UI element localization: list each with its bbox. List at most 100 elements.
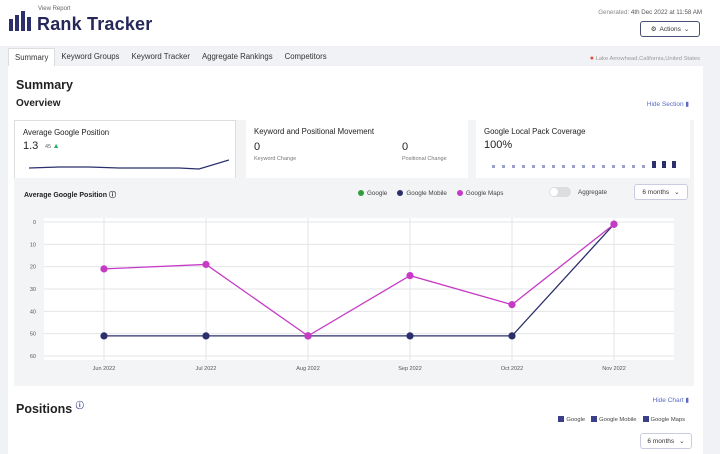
avg-position-chart-panel: Average Google Position ⓘ Google Google … (14, 178, 694, 386)
generated-value: 4th Dec 2022 at 11:58 AM (630, 9, 702, 16)
tab-keyword-groups[interactable]: Keyword Groups (61, 52, 120, 61)
x-tick-label: Aug 2022 (296, 366, 320, 372)
local-pack-card: Google Local Pack Coverage 100% (476, 120, 690, 180)
check-google-mobile[interactable]: Google Mobile (591, 416, 637, 423)
x-tick-label: Sep 2022 (398, 366, 422, 372)
tab-competitors[interactable]: Competitors (284, 52, 327, 61)
tab-aggregate-rankings[interactable]: Aggregate Rankings (201, 52, 273, 61)
check-google-mobile-label: Google Mobile (599, 417, 637, 423)
y-tick-label: 50 (30, 332, 36, 338)
actions-button[interactable]: ⚙ Actions ⌄ (640, 21, 700, 37)
avg-position-sparkline (29, 159, 229, 170)
series-line-google-maps (103, 223, 615, 337)
gear-icon: ⚙ (650, 26, 657, 33)
location-label: ● Lake Arrowhead,California,United State… (590, 55, 700, 62)
y-tick-label: 0 (33, 220, 36, 226)
page-title: Rank Tracker (37, 14, 153, 34)
data-point-google-mobile (406, 332, 414, 340)
view-report-label: View Report (38, 6, 71, 12)
bar-chart-icon: ▮ (685, 101, 689, 108)
x-tick-label: Nov 2022 (602, 366, 626, 372)
check-google-maps-label: Google Maps (650, 417, 685, 423)
tab-keyword-tracker[interactable]: Keyword Tracker (131, 52, 190, 61)
movement-title: Keyword and Positional Movement (254, 127, 375, 136)
legend-google-maps-label: Google Maps (465, 190, 504, 197)
positions-range-label: 6 months (647, 437, 675, 445)
positions-range-dropdown[interactable]: 6 months ⌄ (640, 433, 692, 449)
chart-legend: Google Google Mobile Google Maps (358, 190, 503, 197)
movement-card: Keyword and Positional Movement 0 Keywor… (246, 120, 468, 180)
data-point-google-maps (610, 220, 618, 228)
bar-chart-icon: ▮ (685, 397, 689, 404)
chart-title: Average Google Position ⓘ (24, 190, 116, 200)
legend-google-label: Google (367, 190, 388, 197)
data-point-google-maps (508, 301, 516, 309)
hide-section-link[interactable]: Hide Section ▮ (647, 100, 689, 108)
series-line-google-mobile (104, 223, 615, 337)
actions-label: Actions (659, 25, 681, 33)
avg-position-title: Average Google Position (23, 128, 110, 137)
positions-engine-filters: Google Google Mobile Google Maps (558, 416, 685, 423)
x-tick-label: Oct 2022 (501, 366, 523, 372)
chevron-down-icon: ⌄ (674, 189, 680, 196)
local-pack-title: Google Local Pack Coverage (484, 127, 586, 136)
tab-summary[interactable]: Summary (8, 48, 56, 66)
summary-heading: Summary (16, 78, 73, 92)
info-icon: ⓘ (108, 192, 116, 199)
chevron-down-icon: ⌄ (679, 438, 685, 445)
chart-title-text: Average Google Position (24, 192, 107, 199)
check-google-maps[interactable]: Google Maps (642, 416, 685, 423)
data-point-google-maps (100, 265, 108, 273)
keyword-change-label: Keyword Change (254, 156, 297, 162)
generated-label: Generated: (598, 9, 630, 16)
chart-range-label: 6 months (642, 188, 670, 196)
info-icon: ⓘ (75, 401, 84, 410)
data-point-google-mobile (508, 332, 516, 340)
chart-range-dropdown[interactable]: 6 months ⌄ (634, 184, 688, 200)
hide-chart-label: Hide Chart (652, 397, 684, 404)
main-content: Summary Overview Hide Section ▮ Average … (8, 66, 703, 454)
legend-google-swatch (358, 190, 364, 196)
legend-google-mobile[interactable]: Google Mobile (397, 190, 447, 197)
positional-change-value: 0 (402, 141, 409, 153)
overview-heading: Overview (16, 98, 61, 109)
data-point-google-maps (406, 272, 414, 280)
map-pin-icon: ● (589, 55, 594, 62)
legend-google-mobile-label: Google Mobile (406, 190, 447, 197)
x-tick-label: Jun 2022 (93, 366, 116, 372)
hide-chart-link[interactable]: Hide Chart ▮ (653, 396, 689, 404)
y-tick-label: 40 (30, 309, 36, 315)
check-google[interactable]: Google (558, 416, 585, 423)
generated-timestamp: Generated: 4th Dec 2022 at 11:58 AM (598, 9, 702, 16)
local-pack-bars (492, 161, 676, 168)
data-point-google-maps (304, 332, 312, 340)
check-google-label: Google (566, 417, 586, 423)
positions-heading-text: Positions (16, 402, 73, 417)
legend-google-maps[interactable]: Google Maps (456, 190, 504, 197)
avg-position-value: 1.3 (23, 140, 39, 152)
local-pack-value: 100% (484, 139, 513, 151)
chevron-down-icon: ⌄ (683, 26, 690, 33)
hide-section-label: Hide Section (646, 101, 684, 108)
y-tick-label: 30 (30, 287, 36, 293)
aggregate-label: Aggregate (578, 189, 608, 196)
keyword-change-value: 0 (254, 141, 261, 153)
app-header: View Report Rank Tracker Generated: 4th … (0, 0, 720, 46)
x-tick-label: Jul 2022 (196, 366, 217, 372)
overview-stats: Average Google Position 1.3 45 ▲ Keyword… (14, 120, 694, 186)
data-point-google-mobile (202, 332, 210, 340)
checkbox-checked-icon (642, 416, 649, 422)
aggregate-toggle[interactable] (549, 187, 571, 197)
avg-position-delta: 45 ▲ (45, 143, 60, 150)
y-tick-label: 10 (30, 242, 36, 248)
avg-position-line-chart: 0 10 20 30 40 50 60 Jun 2022 Jul 2022 Aug 2022 Sep… (30, 218, 674, 372)
y-tick-label: 20 (30, 265, 36, 271)
positional-change-label: Positional Change (402, 156, 447, 162)
avg-position-card: Average Google Position 1.3 45 ▲ (14, 120, 236, 180)
legend-google[interactable]: Google (358, 190, 387, 197)
positions-heading: Positions ⓘ (16, 400, 84, 416)
legend-google-maps-swatch (456, 190, 463, 196)
tab-bar: Summary Keyword Groups Keyword Tracker A… (8, 48, 333, 66)
data-point-google-maps (202, 260, 210, 269)
y-tick-label: 60 (30, 354, 36, 360)
